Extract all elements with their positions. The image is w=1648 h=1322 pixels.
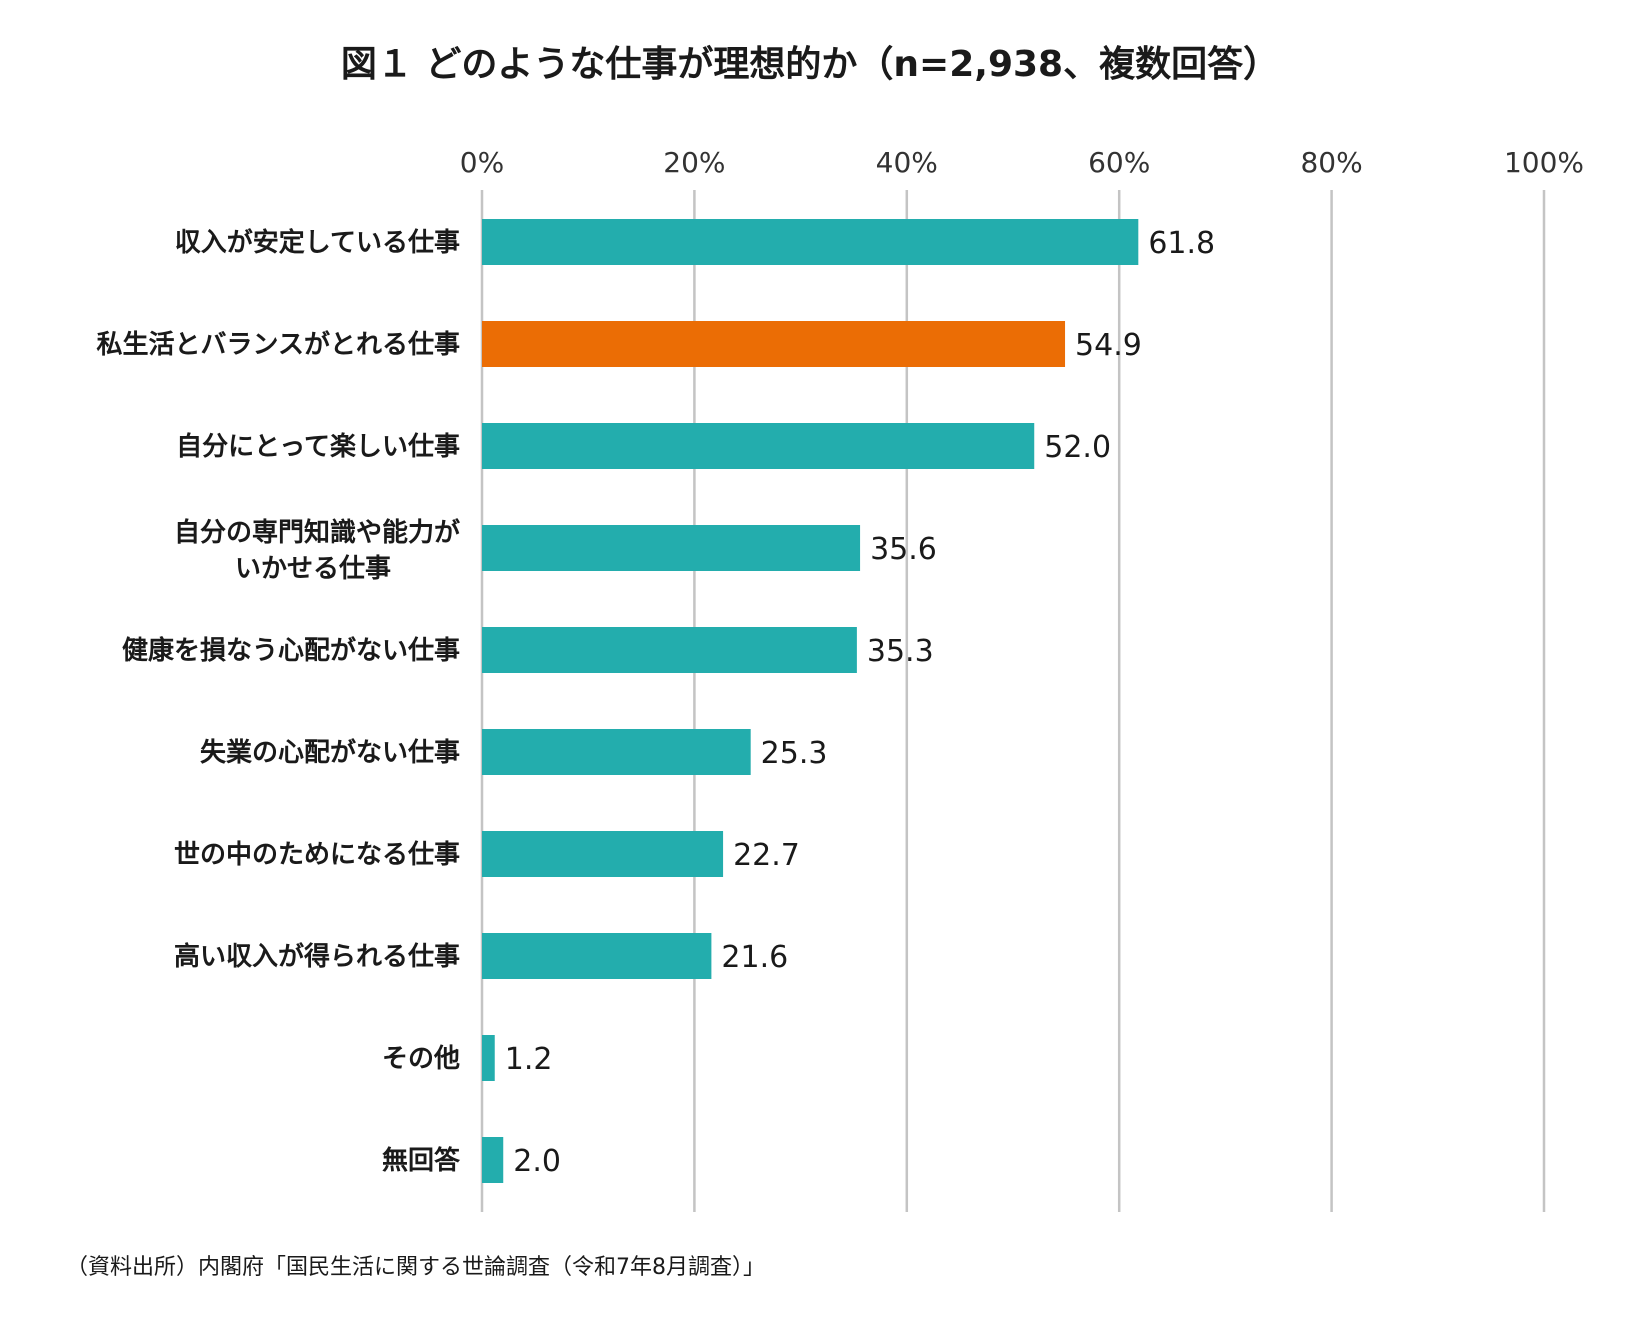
bar [482,423,1035,469]
x-tick-label: 60% [1088,146,1150,179]
value-label: 35.3 [867,634,934,669]
x-tick-label: 20% [663,146,725,179]
bar [482,627,857,673]
bar [482,525,861,571]
value-label: 21.6 [721,940,788,975]
category-label: 健康を損なう心配がない仕事 [122,635,460,666]
value-label: 52.0 [1044,430,1111,465]
category-label-line: 自分の専門知識や能力が [174,517,460,548]
category-label-line: いかせる仕事 [235,554,391,584]
bar [482,321,1066,367]
value-label: 1.2 [505,1042,553,1077]
category-label: 自分にとって楽しい仕事 [176,431,460,462]
category-label: 高い収入が得られる仕事 [174,941,460,972]
value-label: 54.9 [1075,328,1142,363]
bar [482,729,751,775]
x-tick-label: 80% [1300,146,1362,179]
value-labels: 61.8 54.9 52.0 35.6 35.3 25.3 22.7 21.6 1.2 2.0 [505,226,1215,1179]
bar [482,1035,495,1081]
category-label: その他 [382,1044,460,1074]
x-tick-label: 100% [1504,146,1584,179]
category-label: 無回答 [382,1145,461,1176]
category-label: 自分の専門知識や能力がいかせる仕事 [174,517,460,584]
bar [482,219,1139,265]
category-label: 私生活とバランスがとれる仕事 [97,329,460,360]
value-label: 61.8 [1148,226,1215,261]
value-label: 25.3 [761,736,828,771]
x-tick-label: 0% [460,146,504,179]
source-note: （資料出所）内閣府「国民生活に関する世論調査（令和7年8月調査）」 [66,1255,765,1280]
category-label: 収入が安定している仕事 [175,227,460,258]
x-tick-labels: 0% 20% 40% 60% 80% 100% [460,146,1584,179]
x-tick-label: 40% [876,146,938,179]
value-label: 2.0 [513,1144,561,1179]
bar [482,1137,504,1183]
bar [482,831,724,877]
bar [482,933,712,979]
chart-title: 図１ どのような仕事が理想的か（n=2,938、複数回答） [341,44,1279,85]
bars [482,219,1139,1183]
category-labels: 収入が安定している仕事私生活とバランスがとれる仕事自分にとって楽しい仕事自分の専… [97,227,461,1176]
value-label: 35.6 [870,532,937,567]
value-label: 22.7 [733,838,800,873]
category-label: 失業の心配がない仕事 [200,737,460,768]
category-label: 世の中のためになる仕事 [174,840,460,870]
